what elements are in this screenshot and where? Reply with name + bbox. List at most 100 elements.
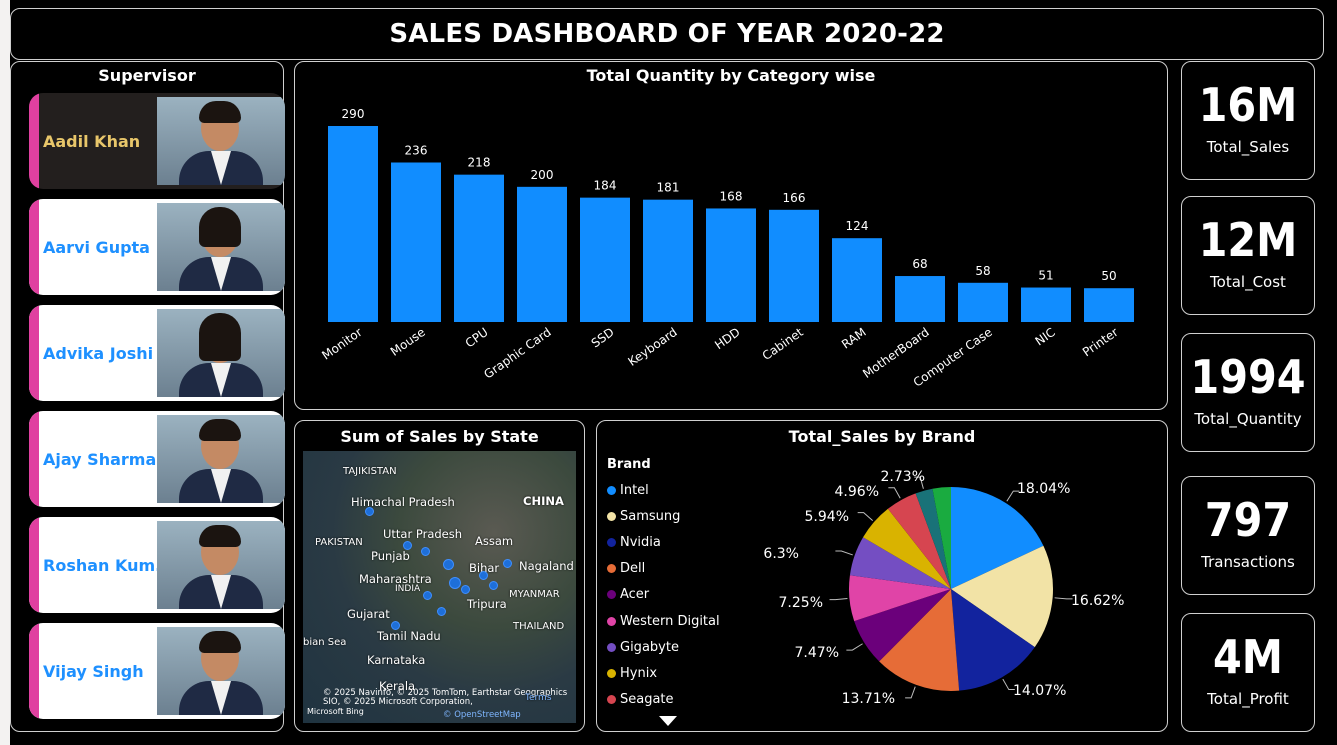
pie-slice[interactable]	[854, 589, 951, 662]
category-tick-label: CPU	[463, 325, 491, 350]
legend-item[interactable]: Samsung	[607, 503, 720, 529]
card-accent	[29, 411, 39, 507]
map-bubble[interactable]	[479, 571, 488, 580]
bar-data-label: 200	[531, 168, 554, 182]
category-tick-label: Printer	[1080, 325, 1121, 359]
kpi-label: Transactions	[1201, 553, 1295, 571]
legend-label: Dell	[620, 561, 646, 577]
legend-swatch	[607, 537, 616, 547]
supervisor-card-roshan-kumar[interactable]: Roshan Kum...	[29, 517, 285, 613]
supervisor-card-aadil-khan[interactable]: Aadil Khan	[29, 93, 285, 189]
bar-data-label: 290	[342, 107, 365, 121]
bar[interactable]	[706, 208, 756, 322]
map-bubble[interactable]	[503, 559, 512, 568]
pie-leader-line	[829, 598, 848, 601]
legend-item[interactable]: Western Digital	[607, 608, 720, 634]
pie-slice[interactable]	[849, 575, 951, 622]
bar[interactable]	[454, 174, 504, 322]
bar[interactable]	[517, 186, 567, 322]
bar-data-label: 168	[720, 189, 743, 203]
pie-slice[interactable]	[879, 589, 960, 691]
pie-leader-line	[1054, 597, 1073, 600]
kpi-value: 1994	[1190, 350, 1306, 404]
legend-item[interactable]: Hynix	[607, 660, 720, 686]
supervisor-card-advika-joshi[interactable]: Advika Joshi	[29, 305, 285, 401]
pie-slice[interactable]	[849, 537, 951, 589]
bar[interactable]	[1021, 287, 1071, 322]
legend-scroll-down-icon[interactable]	[659, 715, 677, 726]
category-tick-label: RAM	[839, 325, 869, 352]
legend-item[interactable]: Nvidia	[607, 529, 720, 555]
legend-label: Nvidia	[620, 534, 661, 550]
map-bubble[interactable]	[443, 559, 454, 570]
bar-data-label: 166	[783, 191, 806, 205]
osm-link[interactable]: © OpenStreetMap	[443, 710, 521, 720]
map-label: Tripura	[467, 597, 507, 611]
pie-data-label: 4.96%	[835, 484, 879, 500]
legend-item[interactable]: Seagate	[607, 687, 720, 713]
bar[interactable]	[391, 162, 441, 322]
map-terms-link[interactable]: Terms	[525, 693, 552, 703]
map-bubble[interactable]	[391, 621, 400, 630]
legend-swatch	[607, 695, 616, 705]
bar[interactable]	[832, 238, 882, 322]
kpi-label: Total_Cost	[1210, 273, 1286, 291]
map-bubble[interactable]	[437, 607, 446, 616]
bar[interactable]	[1084, 288, 1134, 322]
map-label: Gujarat	[347, 607, 390, 621]
card-accent	[29, 623, 39, 719]
sales-by-brand-chart: Total_Sales by Brand Brand Intel Samsung N…	[596, 420, 1168, 732]
map-bubble[interactable]	[423, 591, 432, 600]
bar[interactable]	[895, 276, 945, 322]
legend-label: Acer	[620, 587, 650, 603]
pie-leader-line	[914, 476, 924, 489]
kpi-value: 4M	[1213, 630, 1283, 684]
kpi-transactions: 797 Transactions	[1181, 476, 1315, 595]
bar[interactable]	[580, 197, 630, 322]
bar-chart-svg: 290 Monitor 236 Mouse 218 CPU 200 Graphic Card 1…	[319, 107, 1134, 390]
pie-leader-line	[846, 643, 863, 651]
map-bubble[interactable]	[461, 585, 470, 594]
map-label: Karnataka	[367, 653, 426, 667]
supervisor-photo	[157, 415, 285, 503]
kpi-label: Total_Sales	[1206, 138, 1290, 156]
map-bubble[interactable]	[365, 507, 374, 516]
bar[interactable]	[643, 199, 693, 322]
category-tick-label: Keyboard	[625, 325, 679, 369]
card-accent	[29, 305, 39, 401]
card-accent	[29, 93, 39, 189]
supervisor-panel: Supervisor Aadil Khan Aarvi Gupta Advika…	[10, 61, 285, 732]
supervisor-card-aarvi-gupta[interactable]: Aarvi Gupta	[29, 199, 285, 295]
pie-slice[interactable]	[915, 488, 951, 589]
pie-slice[interactable]	[951, 487, 1044, 589]
supervisor-name: Aarvi Gupta	[43, 237, 150, 257]
pie-slice[interactable]	[863, 508, 951, 589]
legend-items: Intel Samsung Nvidia Dell Acer Western Digita…	[607, 477, 720, 713]
supervisor-card-vijay-singh[interactable]: Vijay Singh	[29, 623, 285, 719]
pie-data-label: 7.25%	[779, 595, 823, 611]
sales-map[interactable]: TAJIKISTAN Himachal Pradesh CHINA Uttar …	[303, 451, 576, 723]
pie-slice[interactable]	[951, 545, 1053, 648]
bar-data-label: 236	[405, 143, 428, 157]
pie-slice[interactable]	[951, 589, 1035, 691]
map-label: Kerala	[379, 679, 416, 693]
legend-item[interactable]: Intel	[607, 477, 720, 503]
supervisor-card-ajay-sharma[interactable]: Ajay Sharma	[29, 411, 285, 507]
legend-item[interactable]: Acer	[607, 582, 720, 608]
bar[interactable]	[958, 282, 1008, 322]
map-bubble[interactable]	[489, 581, 498, 590]
map-bubble[interactable]	[421, 547, 430, 556]
map-bubble[interactable]	[449, 577, 461, 589]
map-bubble[interactable]	[403, 541, 412, 550]
kpi-total-profit: 4M Total_Profit	[1181, 613, 1315, 732]
bar[interactable]	[328, 126, 378, 322]
pie-data-label: 6.3%	[763, 546, 799, 562]
bar[interactable]	[769, 209, 819, 322]
legend-swatch	[607, 668, 616, 678]
legend-item[interactable]: Dell	[607, 556, 720, 582]
map-label: bian Sea	[303, 637, 347, 648]
legend-item[interactable]: Gigabyte	[607, 634, 720, 660]
pie-slice[interactable]	[932, 487, 951, 589]
map-title: Sum of Sales by State	[340, 427, 539, 446]
pie-slice[interactable]	[887, 493, 951, 589]
